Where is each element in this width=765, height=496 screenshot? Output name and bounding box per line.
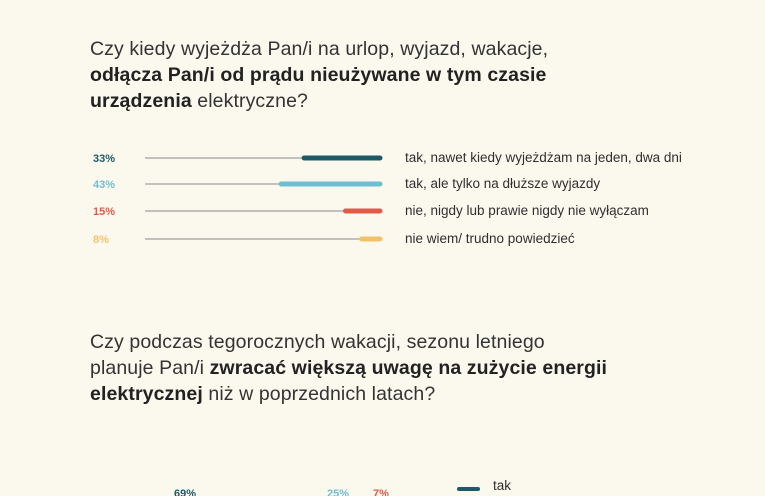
- value-label: 8%: [93, 234, 109, 246]
- category-label: nie wiem/ trudno powiedzieć: [405, 231, 575, 246]
- question-2-text: Czy podczas tegorocznych wakacji, sezonu…: [90, 331, 545, 379]
- question-2-rest: niż w poprzednich latach?: [202, 383, 436, 405]
- category-label: tak, nawet kiedy wyjeżdżam na jeden, dwa…: [405, 150, 682, 165]
- value-label: 33%: [93, 153, 115, 165]
- question-1-rest: elektryczne?: [191, 90, 308, 112]
- value-label: 15%: [93, 206, 115, 218]
- question-1-text: Czy kiedy wyjeżdża Pan/i na urlop, wyjaz…: [90, 38, 549, 60]
- value-label: 25%: [327, 488, 349, 496]
- value-label: 43%: [93, 179, 115, 191]
- question-1: Czy kiedy wyjeżdża Pan/i na urlop, wyjaz…: [90, 36, 610, 114]
- category-label: tak, ale tylko na dłuższe wyjazdy: [405, 176, 600, 191]
- question-1-bold: odłącza Pan/i od prądu nieużywane w tym …: [90, 64, 547, 112]
- legend-label: tak: [493, 478, 511, 493]
- value-label: 69%: [174, 488, 196, 496]
- question-2: Czy podczas tegorocznych wakacji, sezonu…: [90, 329, 610, 407]
- value-label: 7%: [373, 488, 389, 496]
- question-2-bold: zwracać większą uwagę na zużycie energii…: [90, 357, 608, 405]
- category-label: nie, nigdy lub prawie nigdy nie wyłączam: [405, 203, 649, 218]
